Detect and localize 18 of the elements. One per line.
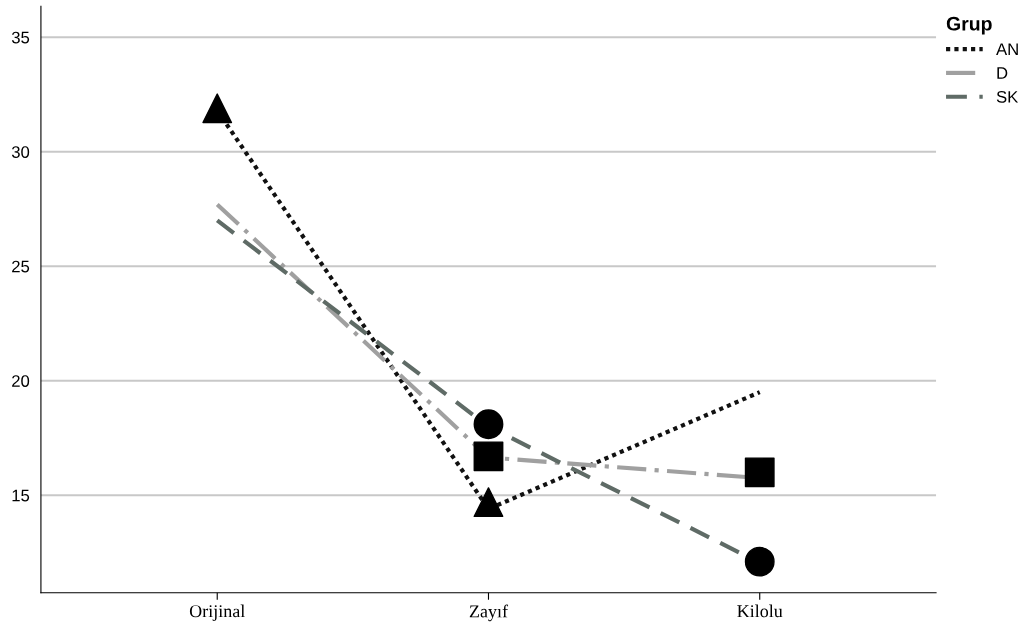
y-tick-label: 15 xyxy=(12,489,30,502)
legend-label: SK xyxy=(996,90,1019,103)
x-tick-label: Orijinal xyxy=(189,604,245,621)
legend-label: AN xyxy=(996,43,1018,55)
y-tick-label: 30 xyxy=(11,146,30,158)
y-tick-label: 20 xyxy=(12,375,30,387)
point xyxy=(744,457,775,488)
point xyxy=(473,441,504,472)
point xyxy=(202,93,233,124)
point xyxy=(473,487,504,518)
point xyxy=(744,546,775,577)
x-tick-label: Kilolu xyxy=(737,604,783,618)
x-tick-label: Zayıf xyxy=(469,604,509,622)
legend-title: Grup xyxy=(946,16,992,35)
y-tick-label: 25 xyxy=(12,260,30,273)
y-tick-label: 35 xyxy=(11,31,30,44)
legend-label: D xyxy=(997,67,1008,79)
point xyxy=(473,409,504,440)
